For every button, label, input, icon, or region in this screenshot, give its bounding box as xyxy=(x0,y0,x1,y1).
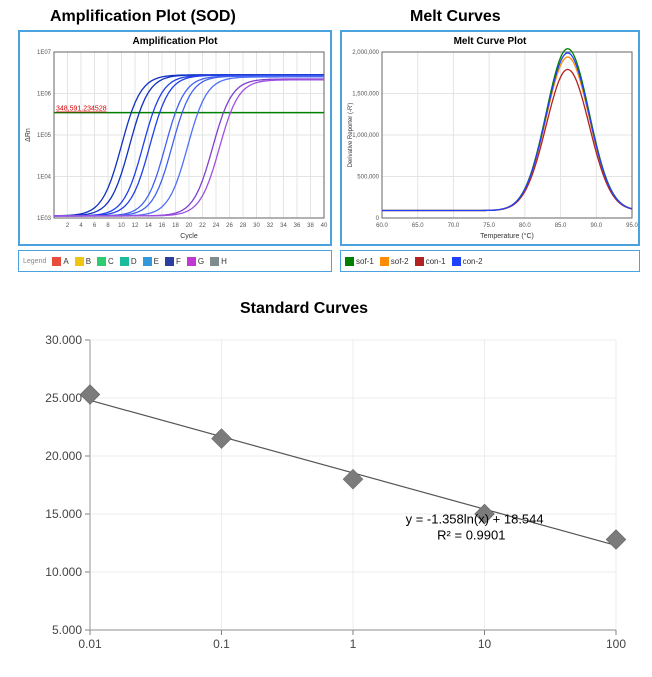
melt-plot-panel: Melt Curve Plot 60.0 65.0 70.0 75.0 80.0 85.0 9… xyxy=(340,30,640,246)
std-curves-plot: 5.000 10.000 15.000 20.000 25.000 30.000 0.01 0… xyxy=(30,330,630,660)
svg-text:1: 1 xyxy=(350,637,357,651)
svg-text:2,000,000: 2,000,000 xyxy=(352,50,379,56)
svg-text:34: 34 xyxy=(280,223,287,229)
svg-text:20.000: 20.000 xyxy=(45,449,82,463)
svg-text:Temperature (°C): Temperature (°C) xyxy=(480,232,534,240)
amp-plot-svg: Amplification Plot2468101214161820222426… xyxy=(20,32,330,244)
svg-text:26: 26 xyxy=(226,223,233,229)
svg-text:4: 4 xyxy=(79,223,83,229)
svg-text:32: 32 xyxy=(267,223,274,229)
amp-plot-title: Amplification Plot (SOD) xyxy=(50,8,236,26)
svg-text:30: 30 xyxy=(253,223,260,229)
svg-text:38: 38 xyxy=(307,223,314,229)
svg-text:75.0: 75.0 xyxy=(483,223,495,229)
svg-text:65.0: 65.0 xyxy=(412,223,424,229)
svg-text:500,000: 500,000 xyxy=(357,175,379,181)
svg-text:1E06: 1E06 xyxy=(37,92,52,98)
svg-text:1E03: 1E03 xyxy=(37,216,52,222)
svg-text:Amplification Plot: Amplification Plot xyxy=(133,36,219,47)
svg-text:95.0: 95.0 xyxy=(626,223,638,229)
svg-text:10: 10 xyxy=(478,637,492,651)
svg-text:348,591.234528: 348,591.234528 xyxy=(56,106,107,113)
svg-text:30.000: 30.000 xyxy=(45,333,82,347)
svg-text:1E07: 1E07 xyxy=(37,50,52,56)
svg-text:Derivative Reporter (-R'): Derivative Reporter (-R') xyxy=(348,103,354,168)
svg-text:1,500,000: 1,500,000 xyxy=(352,92,379,98)
svg-text:0.1: 0.1 xyxy=(213,637,230,651)
svg-text:20: 20 xyxy=(186,223,193,229)
svg-text:12: 12 xyxy=(132,223,139,229)
svg-text:5.000: 5.000 xyxy=(52,623,82,637)
std-curves-title: Standard Curves xyxy=(240,300,368,318)
svg-text:1E04: 1E04 xyxy=(37,175,52,181)
svg-text:16: 16 xyxy=(159,223,166,229)
svg-text:100: 100 xyxy=(606,637,626,651)
svg-text:15.000: 15.000 xyxy=(45,507,82,521)
svg-text:10.000: 10.000 xyxy=(45,565,82,579)
svg-text:Melt Curve Plot: Melt Curve Plot xyxy=(454,36,527,47)
std-curves-svg: 5.000 10.000 15.000 20.000 25.000 30.000 0.01 0… xyxy=(30,330,630,660)
svg-text:1E05: 1E05 xyxy=(37,133,52,139)
svg-text:24: 24 xyxy=(213,223,220,229)
amp-legend: LegendABCDEFGH xyxy=(18,250,332,272)
svg-text:1,000,000: 1,000,000 xyxy=(352,133,379,139)
svg-text:90.0: 90.0 xyxy=(590,223,602,229)
svg-text:36: 36 xyxy=(294,223,301,229)
svg-text:18: 18 xyxy=(172,223,179,229)
svg-text:0.01: 0.01 xyxy=(78,637,102,651)
svg-text:25.000: 25.000 xyxy=(45,391,82,405)
melt-legend: sof-1sof-2con-1con-2 xyxy=(340,250,640,272)
svg-text:Cycle: Cycle xyxy=(180,233,198,240)
melt-plot-svg: Melt Curve Plot 60.0 65.0 70.0 75.0 80.0 85.0 9… xyxy=(342,32,638,244)
amp-plot-panel: Amplification Plot2468101214161820222426… xyxy=(18,30,332,246)
svg-text:28: 28 xyxy=(240,223,247,229)
svg-text:14: 14 xyxy=(145,223,152,229)
svg-text:6: 6 xyxy=(93,223,97,229)
svg-text:80.0: 80.0 xyxy=(519,223,531,229)
svg-text:85.0: 85.0 xyxy=(555,223,567,229)
svg-text:10: 10 xyxy=(118,223,125,229)
page-root: Amplification Plot (SOD) Amplification P… xyxy=(0,0,652,677)
svg-text:70.0: 70.0 xyxy=(448,223,460,229)
svg-text:0: 0 xyxy=(376,216,380,222)
svg-text:40: 40 xyxy=(321,223,328,229)
svg-text:22: 22 xyxy=(199,223,206,229)
svg-text:2: 2 xyxy=(66,223,70,229)
melt-plot-title: Melt Curves xyxy=(410,8,501,26)
svg-text:60.0: 60.0 xyxy=(376,223,388,229)
svg-text:ΔRn: ΔRn xyxy=(25,128,32,142)
svg-text:R² = 0.9901: R² = 0.9901 xyxy=(437,528,505,543)
svg-text:y = -1.358ln(x) + 18.544: y = -1.358ln(x) + 18.544 xyxy=(406,511,544,526)
svg-text:8: 8 xyxy=(106,223,110,229)
